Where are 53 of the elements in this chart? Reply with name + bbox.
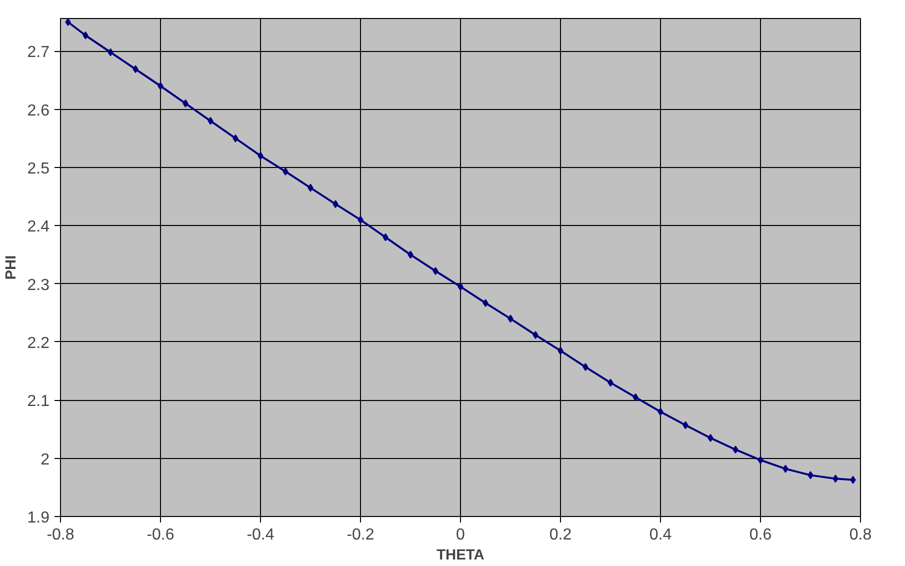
point [808, 471, 814, 480]
point [458, 282, 464, 291]
point [382, 233, 388, 242]
point [558, 346, 564, 355]
point [632, 393, 638, 402]
point [732, 446, 738, 454]
point [208, 116, 214, 125]
y-tick-label: 2.6 [27, 102, 50, 120]
x-tick-label: -0.2 [346, 526, 374, 544]
point [65, 18, 71, 26]
point [782, 464, 788, 473]
point [232, 134, 238, 142]
y-axis-title: PHI [3, 255, 20, 280]
point [708, 434, 714, 442]
point [832, 474, 838, 483]
y-tick-label: 2.1 [27, 393, 50, 410]
x-tick-label: 0 [456, 526, 466, 544]
point [258, 152, 264, 160]
point [432, 266, 438, 275]
y-tick-label: 2.4 [27, 218, 50, 236]
point [358, 216, 364, 224]
point [158, 82, 164, 90]
point [508, 314, 514, 323]
y-tick-label: 2.3 [27, 276, 50, 294]
point [282, 168, 288, 176]
point [408, 250, 414, 259]
y-tick-label: 2 [40, 451, 50, 468]
point [532, 330, 538, 339]
point [850, 476, 856, 484]
point [758, 456, 764, 464]
point [482, 298, 488, 307]
point [182, 99, 188, 108]
y-tick-label: 2.2 [27, 334, 50, 352]
point [82, 31, 88, 40]
y-tick-label: 2.5 [27, 160, 50, 178]
point [682, 421, 688, 430]
point [582, 362, 588, 371]
point [658, 408, 664, 416]
point [108, 48, 114, 56]
y-tick-label: 1.9 [27, 510, 50, 526]
point [308, 184, 314, 192]
x-tick-label: -0.6 [146, 526, 174, 544]
point [332, 200, 338, 208]
x-tick-label: 0.2 [549, 526, 572, 544]
x-tick-label: -0.4 [246, 526, 274, 544]
point [132, 65, 138, 74]
y-tick-label: 2.7 [27, 44, 50, 62]
x-tick-label: 0.4 [649, 526, 672, 544]
x-tick-label: -0.8 [46, 526, 74, 544]
x-axis-title: THETA [436, 548, 485, 564]
x-tick-label: 0.8 [849, 526, 872, 544]
point [608, 378, 614, 387]
x-tick-label: 0.6 [749, 526, 772, 544]
